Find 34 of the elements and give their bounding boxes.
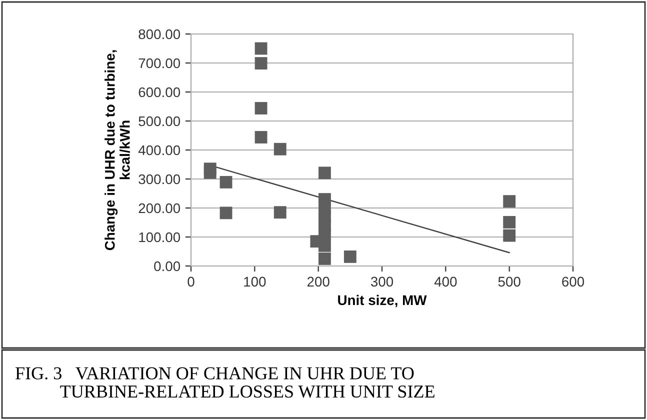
point [254, 42, 268, 55]
x-tick-label: 300 [370, 276, 394, 287]
point [318, 252, 331, 265]
point [204, 166, 216, 179]
point [254, 102, 268, 114]
y-tick-label: 0.00 [154, 261, 180, 272]
point [220, 206, 232, 220]
point [318, 166, 331, 180]
x-tick-label: 0 [188, 276, 194, 287]
point [344, 250, 356, 263]
y-tick-label: 500.00 [138, 116, 180, 126]
point [274, 142, 286, 156]
y-tick-label: 400.00 [138, 145, 180, 156]
point [503, 195, 516, 208]
caption: FIG. 3 VARIATION OF CHANGE IN UHR DUE TO TURBINE-RELATED LOSSES WITH UNIT SIZE [16, 367, 434, 398]
point [254, 57, 268, 70]
point [254, 131, 268, 144]
y-axis-title: Change in UHR due to turbine, kcal/kWh [104, 50, 130, 250]
y-tick-label: 200.00 [138, 203, 180, 214]
x-tick-label: 200 [307, 276, 330, 287]
x-tick-label: 500 [498, 276, 520, 287]
y-tick-label: 800.00 [138, 29, 180, 40]
y-tick-label: 300.00 [138, 174, 180, 184]
x-tick-label: 600 [562, 276, 584, 287]
point [503, 229, 516, 242]
point [274, 206, 286, 219]
y-tick-label: 100.00 [139, 232, 180, 242]
x-axis-title: Unit size, MW [338, 294, 427, 308]
x-tick-label: 400 [434, 276, 457, 287]
y-tick-label: 600.00 [138, 87, 180, 98]
point [220, 176, 232, 188]
y-tick-label: 700.00 [138, 58, 180, 68]
point [503, 216, 516, 228]
x-tick-label: 100 [244, 276, 266, 287]
